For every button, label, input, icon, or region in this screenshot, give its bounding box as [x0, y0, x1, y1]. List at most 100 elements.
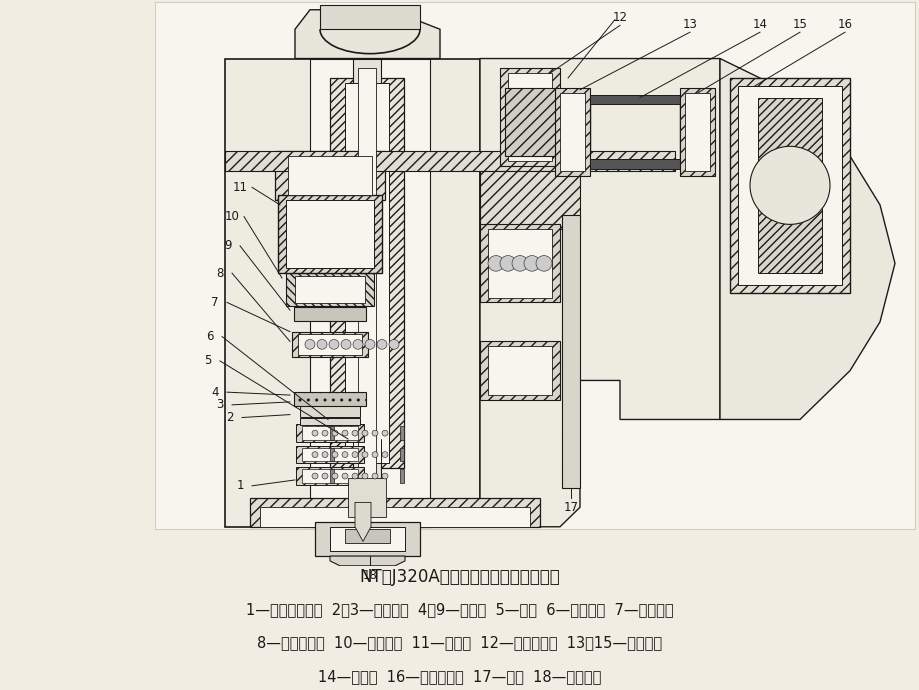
- Circle shape: [524, 255, 539, 271]
- Circle shape: [312, 473, 318, 479]
- Bar: [589, 95, 679, 104]
- Bar: [480, 342, 560, 400]
- Circle shape: [352, 430, 357, 436]
- Bar: [400, 469, 403, 483]
- Text: 6: 6: [206, 330, 213, 343]
- Circle shape: [371, 452, 378, 457]
- Polygon shape: [720, 59, 894, 420]
- Bar: [154, 2, 914, 529]
- Bar: [353, 59, 380, 546]
- Circle shape: [352, 452, 357, 457]
- Text: 14: 14: [752, 18, 766, 31]
- Bar: [685, 92, 709, 170]
- Bar: [275, 151, 384, 200]
- Bar: [296, 467, 364, 485]
- Circle shape: [499, 255, 516, 271]
- Text: 10: 10: [224, 210, 239, 223]
- Circle shape: [352, 473, 357, 479]
- Bar: [314, 522, 420, 556]
- Circle shape: [389, 339, 399, 349]
- Circle shape: [322, 430, 328, 436]
- Bar: [286, 273, 374, 306]
- Text: 5: 5: [204, 355, 211, 368]
- Bar: [400, 426, 403, 440]
- Circle shape: [332, 473, 337, 479]
- Circle shape: [487, 255, 504, 271]
- Bar: [729, 78, 849, 293]
- Bar: [480, 224, 560, 302]
- Circle shape: [322, 452, 328, 457]
- Bar: [347, 478, 386, 517]
- Bar: [499, 68, 560, 166]
- Bar: [260, 507, 529, 526]
- Circle shape: [353, 339, 363, 349]
- Circle shape: [342, 430, 347, 436]
- Bar: [345, 529, 390, 543]
- Circle shape: [536, 255, 551, 271]
- Bar: [330, 448, 334, 462]
- Bar: [345, 83, 389, 464]
- Polygon shape: [330, 556, 404, 566]
- Circle shape: [381, 430, 388, 436]
- Text: 2: 2: [226, 411, 233, 424]
- Circle shape: [381, 452, 388, 457]
- Circle shape: [342, 473, 347, 479]
- Circle shape: [371, 430, 378, 436]
- Bar: [679, 88, 714, 175]
- Bar: [298, 334, 361, 355]
- Text: 9: 9: [224, 239, 232, 253]
- Polygon shape: [355, 502, 370, 542]
- Circle shape: [329, 339, 338, 349]
- Text: 8—深沟球轴承  10—螺母支承  11—花键套  12—脉冲编码器  13、15—同步带轮: 8—深沟球轴承 10—螺母支承 11—花键套 12—脉冲编码器 13、15—同步…: [257, 635, 662, 651]
- Bar: [294, 307, 366, 321]
- Bar: [507, 73, 551, 161]
- Circle shape: [512, 255, 528, 271]
- Bar: [487, 229, 551, 297]
- Bar: [737, 86, 841, 285]
- Bar: [294, 392, 366, 406]
- Bar: [295, 276, 365, 304]
- Text: 8: 8: [216, 266, 223, 279]
- Text: NT－J320A型数控铣床主轴部件结构图: NT－J320A型数控铣床主轴部件结构图: [359, 568, 560, 586]
- Bar: [301, 469, 357, 483]
- Bar: [310, 59, 429, 526]
- Text: 1—角接触球轴承  2、3—轴承隔套  4、9—圆螺母  5—主轴  6—主轴套筒  7—丝杠螺母: 1—角接触球轴承 2、3—轴承隔套 4、9—圆螺母 5—主轴 6—主轴套筒 7—…: [246, 602, 673, 618]
- Text: 12: 12: [612, 11, 627, 24]
- Circle shape: [361, 430, 368, 436]
- Circle shape: [371, 473, 378, 479]
- Bar: [400, 448, 403, 462]
- Text: 11: 11: [233, 181, 247, 194]
- Circle shape: [322, 473, 328, 479]
- Polygon shape: [225, 29, 480, 526]
- Bar: [250, 497, 539, 526]
- Bar: [278, 195, 381, 273]
- Text: 7: 7: [211, 296, 219, 309]
- Bar: [487, 346, 551, 395]
- Bar: [225, 151, 675, 170]
- Polygon shape: [480, 59, 720, 526]
- Bar: [757, 97, 821, 273]
- Bar: [330, 469, 334, 483]
- Bar: [330, 526, 404, 551]
- Circle shape: [332, 452, 337, 457]
- Bar: [296, 424, 364, 442]
- Circle shape: [749, 146, 829, 224]
- Bar: [286, 200, 374, 268]
- Circle shape: [361, 452, 368, 457]
- Text: 14—同步带  16—伺服电动机  17—丝杠  18—快换夹头: 14—同步带 16—伺服电动机 17—丝杠 18—快换夹头: [318, 669, 601, 684]
- Text: 4: 4: [211, 386, 219, 399]
- Text: 18: 18: [362, 569, 377, 582]
- Bar: [480, 170, 579, 229]
- Bar: [320, 5, 420, 29]
- Circle shape: [341, 339, 351, 349]
- Bar: [301, 448, 357, 462]
- Bar: [357, 68, 376, 537]
- Bar: [330, 426, 334, 440]
- Bar: [300, 405, 359, 417]
- Bar: [560, 92, 584, 170]
- Bar: [300, 417, 359, 425]
- Text: 15: 15: [791, 18, 807, 31]
- Bar: [296, 446, 364, 464]
- Circle shape: [381, 473, 388, 479]
- Bar: [505, 88, 554, 156]
